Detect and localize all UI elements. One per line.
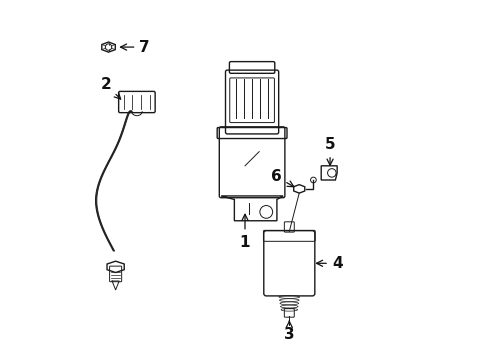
Text: 2: 2 — [100, 77, 121, 99]
Text: 7: 7 — [121, 40, 150, 55]
Text: 1: 1 — [240, 214, 250, 249]
Text: 5: 5 — [325, 137, 335, 165]
Text: 6: 6 — [271, 169, 294, 187]
Text: 4: 4 — [317, 256, 343, 271]
Text: 3: 3 — [284, 321, 294, 342]
